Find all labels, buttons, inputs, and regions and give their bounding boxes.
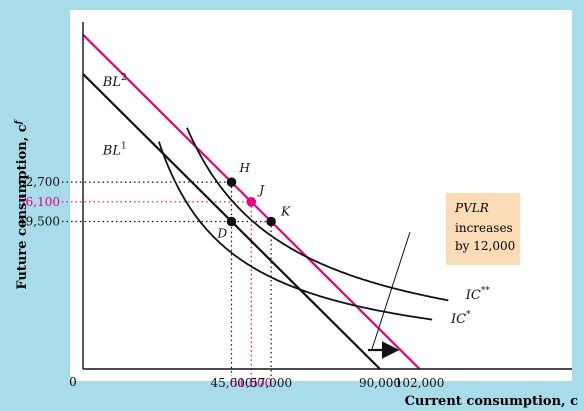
x-tick-label-4: 90,000: [359, 376, 401, 390]
point-k: [266, 216, 276, 227]
annotation-pointer: [371, 231, 411, 350]
point-d: [226, 216, 237, 227]
y-axis-label-sup: f: [14, 118, 24, 125]
y-tick-label-1: 62,700: [18, 175, 60, 189]
indifference-curve-2: [186, 127, 449, 302]
x-tick-label-2: 51,000: [230, 376, 272, 390]
point-k-label: K: [280, 204, 291, 218]
indifference-curve-1-name: IC: [450, 312, 466, 327]
guide-lines: [62, 181, 272, 376]
indifference-curve-1-label: IC*: [450, 310, 471, 327]
indifference-curve-2-label: IC**: [465, 286, 491, 303]
point-j: [246, 197, 257, 207]
point-h: [226, 177, 237, 187]
y-tick-label-3: 49,500: [18, 214, 60, 228]
pvlr-annotation: PVLR increases by 12,000: [368, 193, 520, 359]
points: [226, 177, 276, 227]
budget-line-1-label: BL1: [102, 141, 127, 158]
budget-line-1-sup: 1: [121, 141, 127, 151]
x-tick-label-3: 57,000: [250, 376, 292, 390]
x-axis-label: Current consumption, c: [405, 394, 579, 409]
indifference-curve-2-name: IC: [465, 288, 481, 303]
y-axis-label-main: Future consumption, c: [15, 124, 30, 289]
annotation-box: [446, 193, 520, 265]
indifference-curve-1-sup: *: [466, 310, 471, 320]
origin-label: 0: [69, 375, 77, 389]
annotation-line-1: PVLR: [454, 201, 489, 215]
annotation-line-2: increases: [455, 221, 513, 235]
labels: BL1BL2IC*IC**62,70056,10049,50045,00051,…: [18, 73, 490, 390]
budget-line-2-sup: 2: [121, 73, 127, 83]
budget-line-2-name: BL: [102, 75, 121, 90]
y-axis-label: Future consumption, cf: [14, 118, 30, 289]
indifference-curve-1: [158, 141, 433, 321]
point-j-label: J: [256, 183, 265, 197]
indifference-curve-2-sup: **: [481, 286, 491, 296]
x-tick-label-5: 102,000: [395, 376, 445, 390]
y-tick-label-2: 56,100: [18, 195, 60, 209]
point-d-label: D: [217, 226, 228, 240]
point-h-label: H: [239, 161, 251, 175]
budget-line-1-name: BL: [102, 143, 121, 158]
x-tick-label-1: 45,000: [211, 376, 253, 390]
annotation-line-3: by 12,000: [455, 239, 515, 253]
budget-line-2-label: BL2: [102, 73, 127, 90]
